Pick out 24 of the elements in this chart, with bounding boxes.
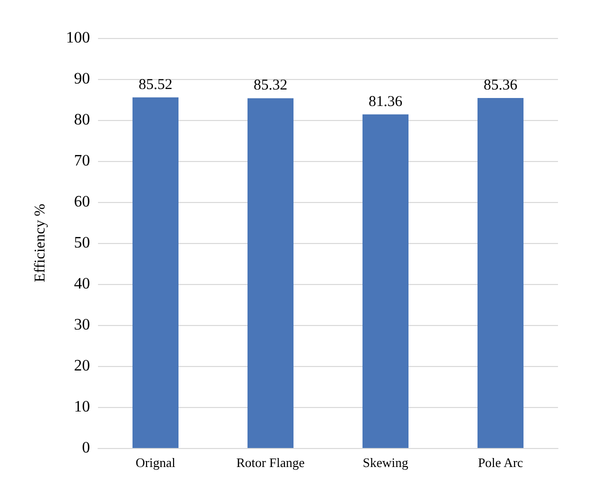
- x-tick-label: Rotor Flange: [236, 455, 305, 470]
- y-tick-label: 90: [74, 70, 90, 88]
- y-tick-label: 0: [82, 440, 90, 456]
- data-label: 85.36: [484, 78, 518, 94]
- y-tick-label: 20: [74, 358, 90, 374]
- y-tick-label: 40: [74, 276, 90, 292]
- bar: [478, 98, 524, 448]
- x-tick-label: Skewing: [362, 455, 409, 470]
- y-tick-label: 10: [74, 398, 90, 416]
- bar: [248, 98, 294, 448]
- bar: [132, 97, 178, 448]
- y-tick-label: 70: [74, 152, 90, 170]
- y-tick-label: 80: [74, 112, 90, 128]
- y-tick-label: 60: [74, 194, 90, 210]
- y-tick-label: 50: [74, 234, 90, 252]
- y-axis-title: Efficiency %: [32, 204, 48, 282]
- y-tick-label: 100: [66, 30, 90, 46]
- data-label: 85.52: [138, 76, 172, 93]
- data-label: 81.36: [368, 94, 403, 110]
- x-tick-label: Orignal: [136, 455, 176, 470]
- bar: [362, 114, 408, 448]
- y-tick-label: 30: [74, 316, 90, 334]
- x-tick-label: Pole Arc: [478, 455, 524, 470]
- data-label: 85.32: [254, 78, 288, 94]
